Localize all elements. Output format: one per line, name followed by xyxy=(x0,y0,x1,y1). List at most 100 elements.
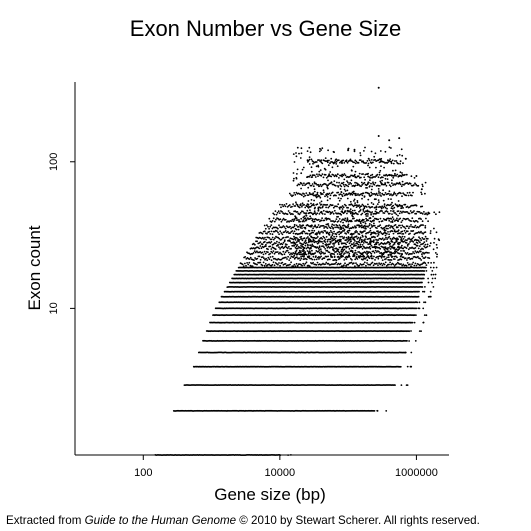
data-point xyxy=(241,263,244,266)
data-point xyxy=(324,252,326,255)
data-point xyxy=(393,258,396,260)
data-point xyxy=(294,265,297,267)
data-point xyxy=(289,257,292,259)
data-point xyxy=(352,262,355,265)
data-point xyxy=(386,256,388,259)
data-point xyxy=(429,290,432,293)
data-point xyxy=(288,259,291,261)
data-point xyxy=(389,261,391,264)
data-point xyxy=(264,263,267,265)
data-point xyxy=(419,257,421,260)
data-point xyxy=(281,253,284,256)
data-point xyxy=(426,245,429,248)
data-point xyxy=(262,253,265,256)
data-point xyxy=(383,263,386,266)
data-point xyxy=(423,270,426,272)
x-ticks: 100 10000 1000000 xyxy=(134,455,438,479)
data-point xyxy=(405,264,408,267)
data-point xyxy=(311,258,314,261)
data-point xyxy=(339,262,342,265)
data-point xyxy=(344,252,346,255)
data-point xyxy=(414,250,417,253)
data-point xyxy=(415,307,418,310)
data-point xyxy=(254,243,256,246)
data-point xyxy=(422,321,425,324)
data-point xyxy=(293,263,296,266)
data-point xyxy=(265,243,267,246)
data-point xyxy=(416,244,419,247)
data-point xyxy=(322,242,324,245)
data-point xyxy=(270,259,273,262)
data-point xyxy=(425,314,428,317)
data-point xyxy=(376,262,378,265)
data-point xyxy=(429,266,432,269)
data-point xyxy=(427,261,430,264)
data-point xyxy=(409,365,412,368)
data-point xyxy=(369,243,372,246)
data-point xyxy=(253,250,256,253)
data-point xyxy=(335,261,338,264)
data-point xyxy=(305,261,308,264)
data-point xyxy=(312,255,315,258)
data-point xyxy=(256,263,258,266)
data-point xyxy=(372,250,375,253)
data-point xyxy=(345,258,348,261)
data-point xyxy=(303,264,306,266)
data-point xyxy=(356,258,359,260)
data-point xyxy=(425,270,428,272)
data-point xyxy=(384,261,387,264)
data-point xyxy=(266,259,269,262)
data-point xyxy=(263,257,265,260)
data-point xyxy=(415,264,418,267)
data-point xyxy=(406,259,408,261)
data-point xyxy=(357,243,360,246)
data-point xyxy=(244,256,247,258)
data-point xyxy=(290,261,292,264)
data-point xyxy=(377,264,379,266)
data-point xyxy=(394,384,396,386)
data-point xyxy=(348,248,351,250)
data-point xyxy=(432,286,435,288)
data-point xyxy=(272,261,275,264)
data-point xyxy=(252,252,255,254)
data-point xyxy=(427,281,430,284)
data-point xyxy=(377,257,380,260)
data-point xyxy=(381,259,384,261)
data-point xyxy=(290,454,292,456)
data-point xyxy=(285,256,287,259)
data-points xyxy=(154,86,441,456)
data-point xyxy=(371,257,374,260)
data-point xyxy=(414,262,417,265)
data-point xyxy=(361,247,364,250)
data-point xyxy=(436,246,438,249)
data-point xyxy=(407,248,410,251)
data-point xyxy=(350,261,353,264)
data-point xyxy=(312,261,314,264)
data-point xyxy=(268,258,271,261)
data-point xyxy=(324,248,327,250)
axes xyxy=(74,82,449,456)
data-point xyxy=(283,253,286,256)
data-point xyxy=(364,252,367,254)
data-point xyxy=(413,321,416,324)
data-point xyxy=(400,250,402,252)
data-point xyxy=(362,242,365,244)
data-point xyxy=(388,250,390,253)
data-point xyxy=(408,256,410,259)
data-point xyxy=(368,257,371,260)
data-point xyxy=(430,262,432,264)
data-point xyxy=(323,257,326,260)
data-point xyxy=(392,263,395,266)
data-point xyxy=(379,247,382,250)
data-point xyxy=(261,243,264,246)
data-point xyxy=(270,248,273,250)
data-point xyxy=(308,265,311,267)
data-point xyxy=(423,314,426,316)
data-point xyxy=(256,240,258,243)
data-point xyxy=(385,410,388,412)
data-point xyxy=(411,263,413,266)
data-point xyxy=(432,273,435,276)
data-point xyxy=(422,307,425,310)
data-point xyxy=(369,247,372,250)
data-point xyxy=(298,257,300,260)
